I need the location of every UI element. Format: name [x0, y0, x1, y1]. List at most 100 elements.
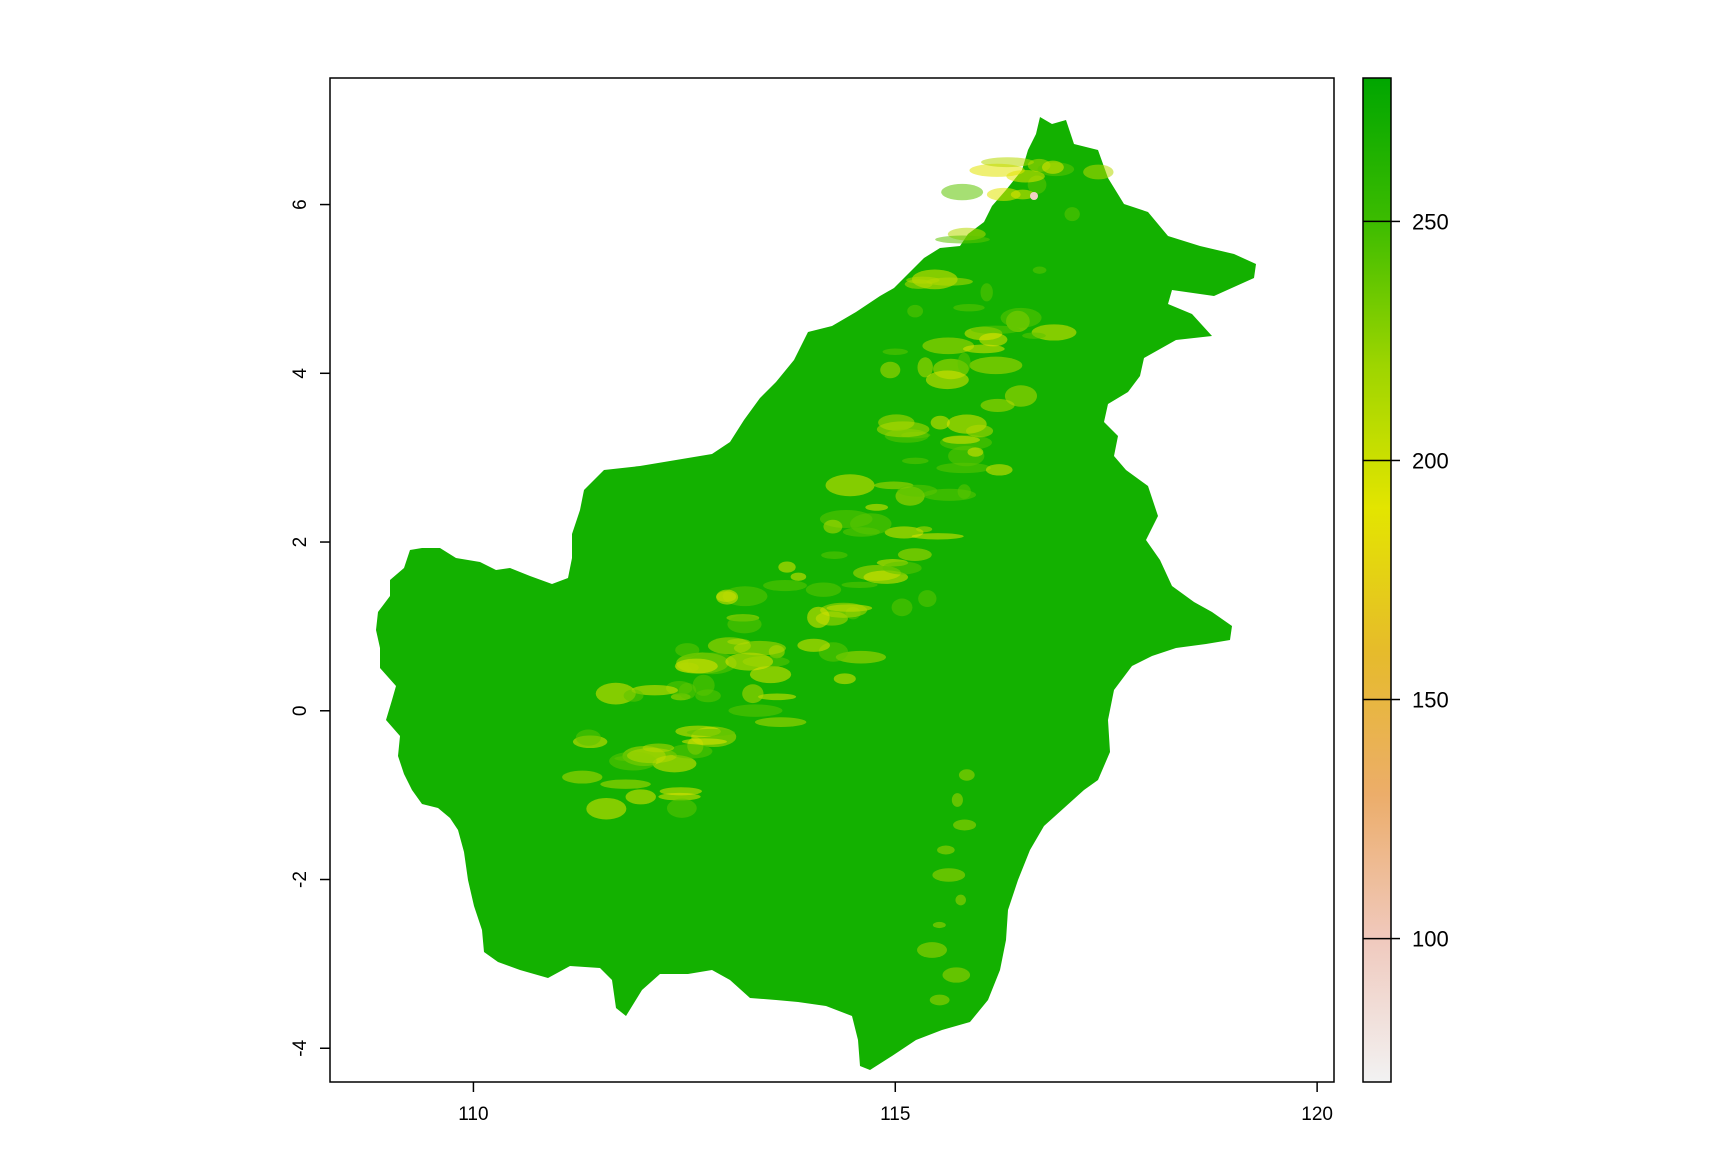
legend-tick-label: 100	[1412, 927, 1449, 952]
highland-patch	[891, 598, 913, 617]
highland-patch	[882, 348, 908, 356]
highland-patch	[897, 484, 938, 497]
highland-patch	[749, 665, 792, 684]
highland-patch	[1083, 164, 1114, 180]
highland-patch	[728, 704, 783, 717]
highland-patch	[807, 606, 830, 628]
highland-patch	[917, 357, 933, 378]
highland-patch	[986, 187, 1021, 201]
highland-patch	[955, 894, 967, 906]
highland-patch	[1006, 170, 1045, 183]
highland-patch	[692, 674, 715, 696]
highland-patch	[936, 462, 991, 474]
highland-patch	[727, 615, 762, 634]
highland-patch	[733, 640, 786, 656]
highland-patch	[562, 770, 603, 784]
highland-patch	[969, 356, 1023, 375]
highland-patch	[967, 447, 984, 457]
highland-patch	[962, 344, 1005, 354]
highland-patch	[686, 728, 736, 737]
x-tick-label: 120	[1301, 1104, 1333, 1125]
highland-patch	[922, 337, 975, 355]
highland-patch	[821, 551, 848, 559]
highland-patch	[953, 304, 985, 312]
highland-patch	[835, 650, 886, 664]
highland-patch	[586, 797, 627, 820]
highland-patch	[600, 779, 651, 789]
highland-patch	[965, 424, 994, 438]
highland-patch	[823, 519, 843, 534]
highland-patch	[916, 526, 933, 533]
highland-patch	[725, 652, 774, 671]
highland-patch	[642, 743, 675, 753]
highland-patch	[958, 769, 975, 781]
highland-patch	[757, 693, 797, 701]
highland-patch	[763, 579, 807, 592]
highland-patch	[850, 513, 892, 535]
highland-patch	[918, 590, 937, 608]
highland-patch	[935, 235, 990, 244]
highland-patch	[666, 798, 697, 818]
highland-patch	[876, 421, 930, 438]
highland-patch	[625, 789, 656, 805]
highland-patch	[932, 921, 946, 929]
highland-patch	[631, 684, 678, 696]
highland-patch	[907, 304, 924, 318]
highland-patch	[979, 332, 1008, 347]
x-tick-label: 110	[458, 1104, 488, 1125]
highland-patch	[681, 738, 728, 745]
legend-tick-label: 150	[1412, 688, 1449, 713]
highland-patch	[841, 581, 878, 589]
highland-patch	[1000, 307, 1042, 328]
peak-marker	[1030, 192, 1038, 200]
highland-patch	[926, 277, 973, 286]
highland-patch	[941, 183, 984, 201]
highland-patch	[942, 435, 981, 444]
highland-patch	[942, 967, 971, 983]
highland-patch	[678, 682, 697, 700]
highland-patch	[742, 684, 764, 704]
y-tick-label: 6	[290, 199, 311, 210]
highland-patch	[1032, 266, 1047, 274]
highland-patch	[1064, 207, 1080, 222]
highland-patch	[917, 942, 948, 958]
highland-patch	[778, 561, 796, 573]
y-tick-label: 2	[290, 537, 311, 548]
x-axis: 110 115 120	[458, 1082, 1333, 1125]
highland-patch	[1004, 385, 1038, 407]
raster-layer	[376, 117, 1256, 1070]
highland-patch	[932, 868, 966, 882]
highland-patch	[805, 582, 842, 597]
x-tick-label: 115	[880, 1104, 910, 1125]
highland-patch	[971, 325, 1021, 334]
legend-tick-label: 250	[1412, 209, 1449, 234]
highland-patch	[825, 474, 875, 497]
highland-patch	[623, 689, 644, 702]
highland-patch	[937, 845, 955, 855]
highland-patch	[797, 638, 831, 652]
y-axis: -4 -2 0 2 4 6	[290, 199, 330, 1057]
legend-tick-label: 200	[1412, 448, 1449, 473]
highland-patch	[925, 370, 969, 390]
plot-frame	[329, 77, 1335, 1083]
highland-patch	[675, 643, 700, 657]
legend-color-bar	[1362, 77, 1392, 1083]
y-tick-label: -4	[290, 1039, 311, 1056]
highland-patch	[675, 662, 699, 673]
highland-patch	[790, 572, 807, 581]
highland-patch	[659, 787, 703, 796]
highland-patch	[669, 744, 713, 759]
highland-patch	[957, 352, 971, 375]
highland-patch	[1010, 189, 1035, 200]
highland-patch	[980, 398, 1015, 412]
highland-patch	[981, 157, 1034, 168]
highland-patch	[1041, 160, 1064, 174]
highland-patch	[911, 533, 964, 540]
highland-patch	[980, 283, 993, 302]
highland-patch	[1022, 332, 1046, 339]
highland-patch	[929, 994, 950, 1006]
y-tick-label: 4	[290, 368, 311, 379]
legend-ticks: 100 150 200 250	[1363, 209, 1449, 952]
highland-patch	[897, 548, 932, 561]
